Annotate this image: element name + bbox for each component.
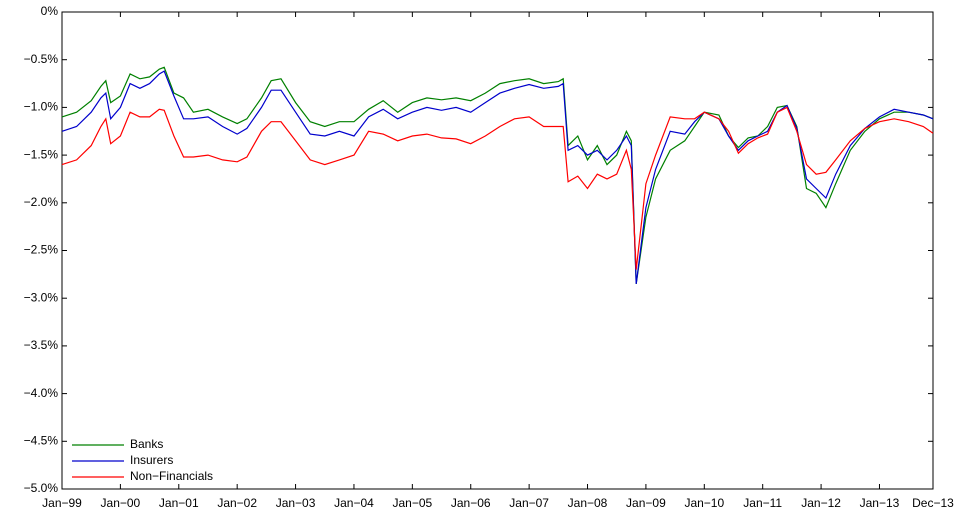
y-tick-label: −4.0% [24, 386, 59, 400]
x-tick-label: Jan−12 [801, 496, 841, 510]
y-tick-label: −2.0% [24, 195, 59, 209]
x-tick-label: Jan−11 [743, 496, 782, 510]
y-tick-label: −3.0% [24, 290, 59, 304]
y-tick-label: 0% [41, 4, 59, 18]
y-tick-label: −1.0% [24, 100, 59, 114]
y-tick-label: −0.5% [24, 52, 59, 66]
x-tick-label: Jan−13 [860, 496, 900, 510]
x-tick-label: Jan−05 [392, 496, 432, 510]
series-line [61, 106, 934, 270]
legend-label: Banks [130, 437, 163, 451]
y-tick-label: −4.5% [24, 433, 59, 447]
x-tick-label: Jan−06 [451, 496, 491, 510]
x-tick-label: Jan−99 [42, 496, 82, 510]
x-tick-label: Jan−03 [276, 496, 316, 510]
y-tick-label: −5.0% [24, 481, 59, 495]
y-tick-label: −1.5% [24, 147, 59, 161]
x-tick-label: Jan−07 [509, 496, 549, 510]
x-tick-label: Jan−04 [334, 496, 374, 510]
x-tick-label: Jan−10 [684, 496, 724, 510]
x-tick-label: Dec−13 [912, 496, 954, 510]
legend-label: Insurers [130, 453, 173, 467]
x-tick-label: Jan−02 [217, 496, 257, 510]
x-tick-label: Jan−09 [626, 496, 666, 510]
series-line [61, 66, 934, 284]
x-tick-label: Jan−08 [568, 496, 608, 510]
y-tick-label: −3.5% [24, 338, 59, 352]
legend-label: Non−Financials [130, 469, 213, 483]
y-tick-label: −2.5% [24, 243, 59, 257]
x-tick-label: Jan−00 [101, 496, 141, 510]
x-tick-label: Jan−01 [159, 496, 199, 510]
